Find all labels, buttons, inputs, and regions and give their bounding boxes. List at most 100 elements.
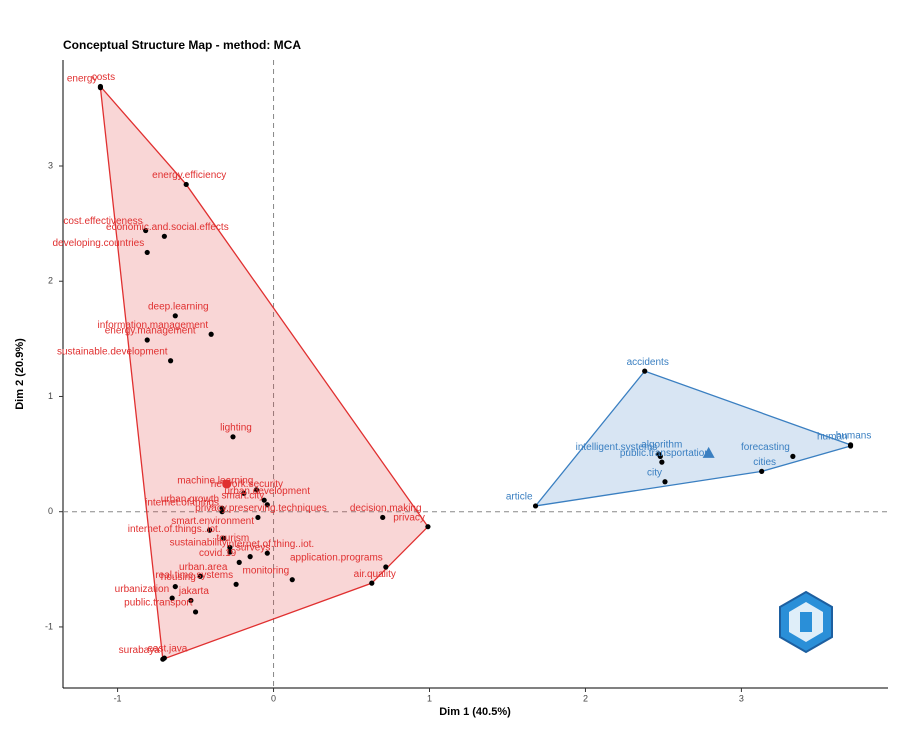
point-label: smart.city [222, 490, 265, 501]
point [221, 535, 227, 541]
point-label: economic.and.social.effects [106, 222, 229, 233]
point-label: information.management [98, 320, 209, 331]
point-label: jakarta [178, 586, 209, 597]
point [255, 514, 261, 521]
point [183, 181, 189, 188]
point-label: human [817, 432, 848, 443]
point [264, 502, 270, 508]
point [662, 479, 668, 485]
y-axis-label: Dim 2 (20.9%) [14, 338, 26, 410]
point-label: covid.19 [199, 548, 237, 559]
point [383, 564, 389, 570]
x-tick-label: -1 [114, 693, 122, 703]
point-label: urban.development [224, 486, 310, 497]
point-label: energy.efficiency [152, 170, 226, 181]
point [247, 554, 253, 560]
point [847, 443, 854, 449]
point [261, 497, 267, 503]
point [172, 583, 178, 590]
y-tick-label: -1 [45, 621, 53, 631]
point [241, 490, 247, 496]
point-label: sustainability [170, 538, 227, 549]
logo [779, 590, 833, 654]
point [659, 459, 665, 465]
point-label: air.quality [354, 569, 396, 580]
x-axis-label: Dim 1 (40.5%) [439, 706, 511, 718]
point-label: east.java [147, 644, 187, 655]
point-label: article [506, 492, 533, 503]
point [369, 580, 375, 586]
point-label: internet.of.thing..iot. [226, 539, 314, 550]
point-label: intelligent.systems [576, 442, 658, 453]
point [759, 468, 765, 474]
point-label: application.programs [290, 553, 383, 564]
point [657, 453, 663, 459]
point-label: algorithm [641, 440, 682, 451]
point [227, 544, 233, 551]
point-label: cities [753, 457, 776, 468]
cluster-hull [533, 370, 852, 507]
point-label: monitoring [243, 565, 290, 576]
x-tick-label: 3 [739, 693, 744, 703]
point-label: energy.management [105, 326, 196, 337]
point [144, 337, 150, 343]
point [219, 509, 225, 515]
y-tick-label: 0 [48, 506, 53, 516]
point [192, 609, 199, 615]
x-tick-label: 0 [271, 693, 276, 703]
point-label: sustainable.development [57, 346, 168, 357]
point-label: network.security [211, 479, 283, 490]
point-label: cost.effectiveness [63, 216, 142, 227]
point-label: accidents [627, 357, 669, 368]
point [208, 331, 214, 337]
chart-title: Conceptual Structure Map - method: MCA [63, 38, 301, 52]
point [160, 656, 166, 662]
point-label: deep.learning [148, 301, 209, 312]
point [233, 581, 239, 587]
point-label: machine.learning [177, 475, 253, 486]
point-label: city [647, 467, 662, 478]
point [642, 368, 648, 374]
centroid [222, 479, 232, 489]
point-label: urbanization [115, 584, 169, 595]
point-label: surabaya [119, 645, 161, 656]
x-tick-label: 1 [427, 693, 432, 703]
point-label: forecasting [741, 442, 790, 453]
point-label: housing [161, 572, 196, 583]
point [143, 227, 149, 234]
point [230, 434, 236, 440]
point [168, 358, 174, 364]
point-label: energy [67, 73, 98, 84]
point-label: humans [836, 431, 872, 442]
point [253, 487, 259, 493]
point [144, 249, 150, 256]
point-label: public.transportation [620, 448, 710, 459]
point [206, 527, 213, 533]
point [790, 453, 796, 459]
point-label: urban.area [179, 562, 228, 573]
point-label: developing.countries [52, 238, 144, 249]
point-label: smart.environment [171, 516, 254, 527]
point-label: tourism [216, 533, 249, 544]
point [97, 85, 104, 91]
point [188, 597, 194, 604]
point-label: urban.growth [161, 494, 219, 505]
centroid [702, 446, 715, 458]
point-label: privacy [393, 512, 425, 523]
point [236, 559, 242, 566]
point-label: privacy.preserving.techniques [195, 503, 327, 514]
point [264, 550, 270, 556]
point-label: internet.of.things [145, 497, 219, 508]
point [532, 503, 539, 509]
point [425, 524, 431, 530]
point [289, 577, 295, 583]
point [197, 573, 203, 579]
x-tick-label: 2 [583, 693, 588, 703]
point-label: decision.making [350, 503, 422, 514]
point-label: costs [92, 72, 115, 83]
point [169, 595, 175, 601]
point [161, 233, 167, 239]
point [227, 549, 233, 555]
y-tick-label: 3 [48, 160, 53, 170]
